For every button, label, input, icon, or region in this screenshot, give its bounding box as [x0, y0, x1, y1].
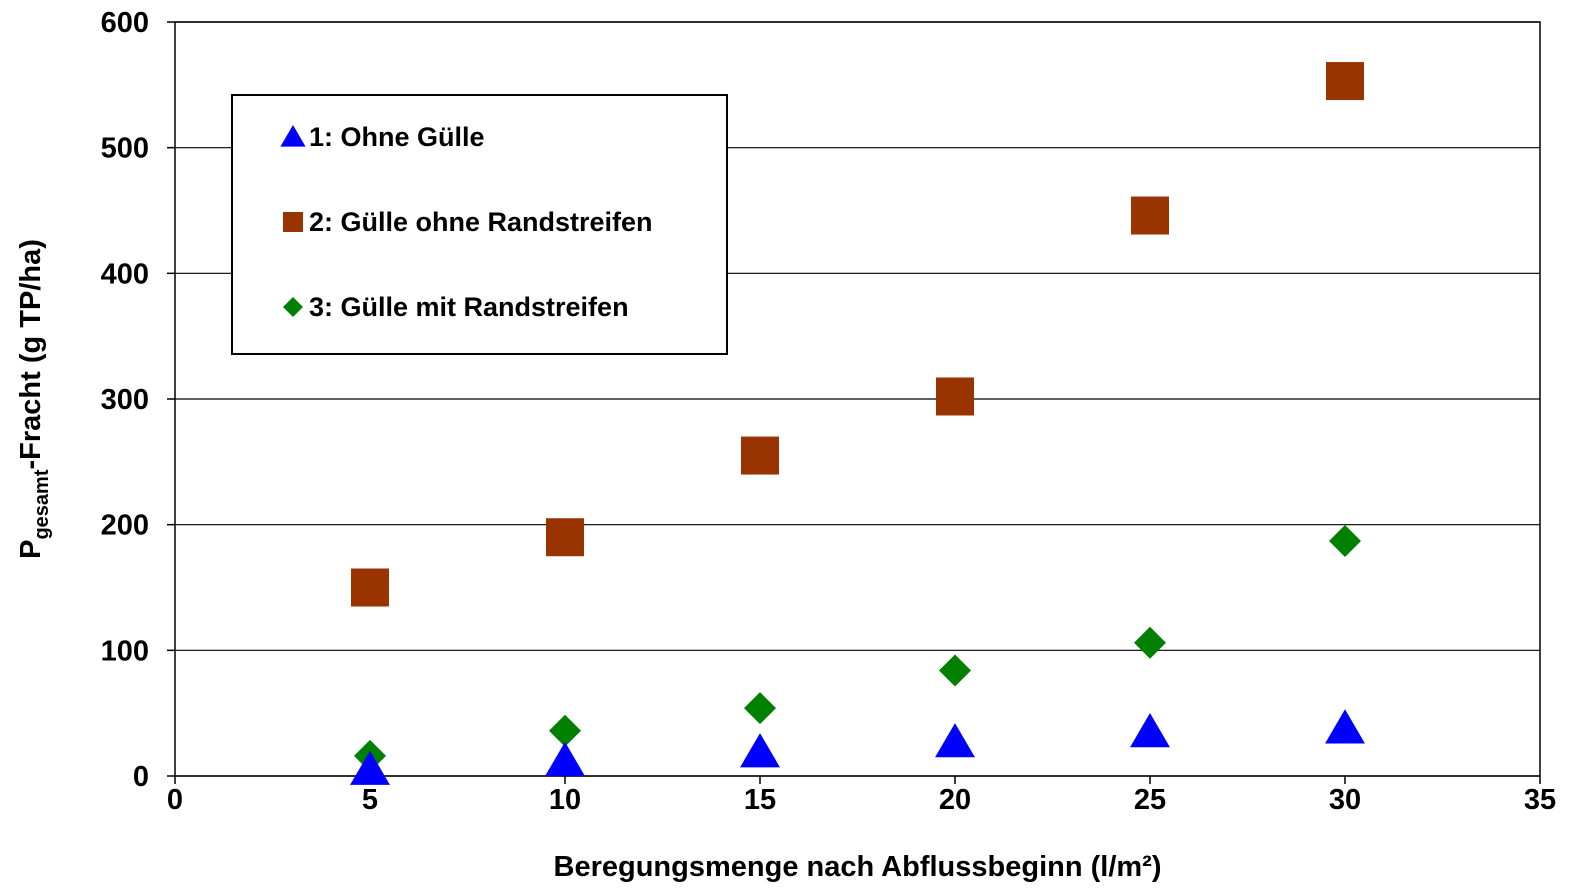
x-tick-label: 20: [939, 784, 971, 816]
data-point-triangle: [935, 723, 975, 758]
x-tick-label: 0: [167, 784, 183, 816]
x-tick-label: 5: [362, 784, 378, 816]
data-point-diamond: [744, 692, 776, 725]
data-point-triangle: [1130, 713, 1170, 748]
series-diamond-points: [354, 525, 1361, 772]
x-tick-label: 30: [1329, 784, 1361, 816]
data-point-diamond: [939, 654, 971, 687]
series-triangle-points: [350, 709, 1365, 785]
data-point-square: [1131, 196, 1169, 235]
data-point-triangle: [740, 733, 780, 768]
y-tick-label: 300: [101, 384, 149, 416]
data-point-square: [351, 568, 389, 607]
data-markers: [350, 62, 1365, 785]
y-tick-label: 500: [101, 133, 149, 165]
x-tick-label: 25: [1134, 784, 1166, 816]
data-point-triangle: [1325, 709, 1365, 744]
data-point-square: [936, 377, 974, 416]
legend-marker-triangle: [280, 125, 306, 147]
y-axis-title-base: P: [15, 540, 47, 559]
legend-marker-diamond: [283, 297, 303, 317]
svg-text:Pgesamt-Fracht (g TP/ha): Pgesamt-Fracht (g TP/ha): [15, 239, 53, 559]
data-point-triangle: [350, 750, 390, 785]
y-axis-title-rest: -Fracht (g TP/ha): [15, 239, 47, 469]
data-point-diamond: [1329, 525, 1361, 558]
legend-label: 1: Ohne Gülle: [309, 122, 485, 152]
y-tick-label: 600: [101, 7, 149, 39]
legend-box: [231, 94, 728, 355]
data-point-diamond: [1134, 626, 1166, 659]
data-point-square: [546, 518, 584, 557]
y-axis-title-subscript: gesamt: [31, 469, 53, 539]
y-tick-label: 100: [101, 635, 149, 667]
y-tick-label: 400: [101, 258, 149, 290]
y-tick-label: 0: [133, 761, 149, 793]
data-point-triangle: [545, 741, 585, 777]
y-axis-title: Pgesamt-Fracht (g TP/ha): [15, 239, 53, 559]
legend-label: 2: Gülle ohne Randstreifen: [309, 207, 653, 237]
axis-ticks: 0 100 200 300 400 500 600 0 5 10 15 20 25 30 35: [101, 7, 1557, 816]
data-point-diamond: [549, 714, 581, 747]
legend-label: 3: Gülle mit Randstreifen: [309, 292, 629, 322]
x-tick-label: 10: [549, 784, 581, 816]
series-square-points: [351, 62, 1364, 607]
x-tick-label: 15: [744, 784, 776, 816]
data-point-square: [1326, 62, 1364, 101]
legend-marker-square: [283, 212, 303, 232]
x-tick-label: 35: [1524, 784, 1556, 816]
legend: 1: Ohne Gülle 2: Gülle ohne Randstreifen 3…: [231, 94, 728, 355]
y-tick-label: 200: [101, 510, 149, 542]
data-point-square: [741, 436, 779, 475]
x-axis-title: Beregungsmenge nach Abflussbeginn (l/m²): [554, 851, 1162, 883]
